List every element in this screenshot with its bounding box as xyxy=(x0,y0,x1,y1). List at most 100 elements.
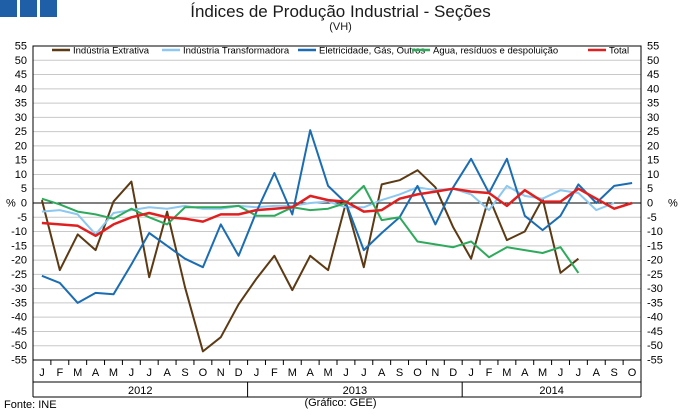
x-tick-label: A xyxy=(307,367,315,379)
x-tick-label: M xyxy=(538,367,547,379)
x-tick-label: F xyxy=(271,367,278,379)
y-tick-label-right: -40 xyxy=(647,312,663,324)
series-line xyxy=(41,187,633,238)
logo xyxy=(0,0,57,17)
y-tick-label-left: -5 xyxy=(17,212,27,224)
logo-square-1 xyxy=(0,0,17,17)
y-tick-label-left: -45 xyxy=(11,326,27,338)
x-tick-label: A xyxy=(163,367,171,379)
y-tick-label-left: 20 xyxy=(15,140,27,152)
y-tick-label-left: 55 xyxy=(15,41,27,53)
x-tick-label: M xyxy=(288,367,297,379)
y-tick-label-right: 25 xyxy=(647,126,659,138)
y-tick-label-right: 35 xyxy=(647,98,659,110)
y-tick-label-right: 55 xyxy=(647,41,659,53)
y-tick-label-right: 5 xyxy=(647,183,653,195)
x-tick-label: F xyxy=(486,367,493,379)
x-tick-label: F xyxy=(56,367,63,379)
y-tick-label-right: -50 xyxy=(647,340,663,352)
y-tick-label-right: -10 xyxy=(647,226,663,238)
y-tick-label-right: 30 xyxy=(647,112,659,124)
x-tick-label: M xyxy=(502,367,511,379)
x-tick-label: M xyxy=(109,367,118,379)
x-tick-label: S xyxy=(181,367,188,379)
x-tick-label: J xyxy=(343,367,349,379)
x-tick-label: J xyxy=(146,367,152,379)
x-tick-label: S xyxy=(396,367,403,379)
y-tick-label-left: -55 xyxy=(11,355,27,367)
y-tick-label-left: 50 xyxy=(15,55,27,67)
series-line xyxy=(41,184,615,236)
y-tick-label-right: 20 xyxy=(647,140,659,152)
y-tick-label-right: 10 xyxy=(647,169,659,181)
y-tick-label-left: 0 xyxy=(21,198,27,210)
y-tick-label-left: -50 xyxy=(11,340,27,352)
y-tick-label-right: 0 xyxy=(647,198,653,210)
x-tick-label: S xyxy=(611,367,618,379)
y-tick-label-right: -20 xyxy=(647,255,663,267)
x-tick-label: M xyxy=(323,367,332,379)
legend-label: Indústria Extrativa xyxy=(73,46,150,57)
chart-credit: (Gráfico: GEE) xyxy=(304,397,377,409)
x-year-label: 2012 xyxy=(128,385,152,397)
y-tick-label-left: -35 xyxy=(11,297,27,309)
logo-square-2 xyxy=(20,0,37,17)
y-tick-label-right: -35 xyxy=(647,297,663,309)
y-tick-label-left: -25 xyxy=(11,269,27,281)
x-tick-label: O xyxy=(199,367,208,379)
y-tick-label-left: 5 xyxy=(21,183,27,195)
y-tick-label-right: 50 xyxy=(647,55,659,67)
series-line xyxy=(41,129,633,304)
y-tick-label-right: -25 xyxy=(647,269,663,281)
y-axis-label-left: % xyxy=(6,198,16,210)
y-tick-label-left: -30 xyxy=(11,283,27,295)
x-tick-label: J xyxy=(254,367,260,379)
y-tick-label-left: -20 xyxy=(11,255,27,267)
x-year-label: 2013 xyxy=(343,385,367,397)
x-tick-label: N xyxy=(217,367,225,379)
y-tick-label-right: -15 xyxy=(647,240,663,252)
y-tick-label-right: -30 xyxy=(647,283,663,295)
y-tick-label-left: 30 xyxy=(15,112,27,124)
x-tick-label: J xyxy=(558,367,564,379)
y-tick-label-left: 40 xyxy=(15,83,27,95)
series-line xyxy=(40,169,580,353)
x-tick-label: A xyxy=(378,367,386,379)
x-tick-label: A xyxy=(521,367,529,379)
y-tick-label-right: 15 xyxy=(647,155,659,167)
legend-label: Total xyxy=(609,46,629,57)
x-year-label: 2014 xyxy=(539,385,563,397)
y-tick-label-left: 25 xyxy=(15,126,27,138)
logo-square-3 xyxy=(40,0,57,17)
source-note: Fonte: INE xyxy=(4,399,57,411)
series-line xyxy=(41,184,580,274)
legend-label: Eletricidade, Gás, Outros xyxy=(319,46,425,57)
y-tick-label-right: 40 xyxy=(647,83,659,95)
y-tick-label-right: -5 xyxy=(647,212,657,224)
x-tick-label: N xyxy=(431,367,439,379)
y-axis-label-right: % xyxy=(668,198,678,210)
x-tick-label: A xyxy=(593,367,601,379)
x-tick-label: O xyxy=(413,367,422,379)
x-tick-label: O xyxy=(628,367,637,379)
x-tick-label: J xyxy=(361,367,367,379)
legend-label: Água, resíduos e despoluição xyxy=(433,46,558,57)
y-tick-label-left: -10 xyxy=(11,226,27,238)
x-tick-label: J xyxy=(576,367,582,379)
y-tick-label-right: -45 xyxy=(647,326,663,338)
x-tick-label: J xyxy=(39,367,45,379)
x-tick-label: J xyxy=(129,367,135,379)
y-tick-label-left: -15 xyxy=(11,240,27,252)
chart-title: Índices de Produção Industrial - Seções xyxy=(190,2,491,21)
y-tick-label-left: 35 xyxy=(15,98,27,110)
x-tick-label: J xyxy=(468,367,474,379)
y-tick-label-left: -40 xyxy=(11,312,27,324)
y-tick-label-left: 10 xyxy=(15,169,27,181)
x-tick-label: M xyxy=(73,367,82,379)
y-tick-label-left: 15 xyxy=(15,155,27,167)
y-tick-label-left: 45 xyxy=(15,69,27,81)
x-tick-label: D xyxy=(449,367,457,379)
legend-label: Indústria Transformadora xyxy=(183,46,290,57)
x-tick-label: A xyxy=(92,367,100,379)
